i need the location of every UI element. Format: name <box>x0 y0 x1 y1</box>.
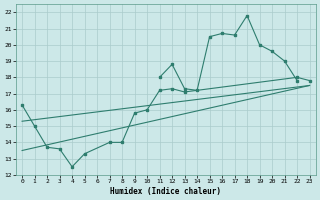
X-axis label: Humidex (Indice chaleur): Humidex (Indice chaleur) <box>110 187 221 196</box>
